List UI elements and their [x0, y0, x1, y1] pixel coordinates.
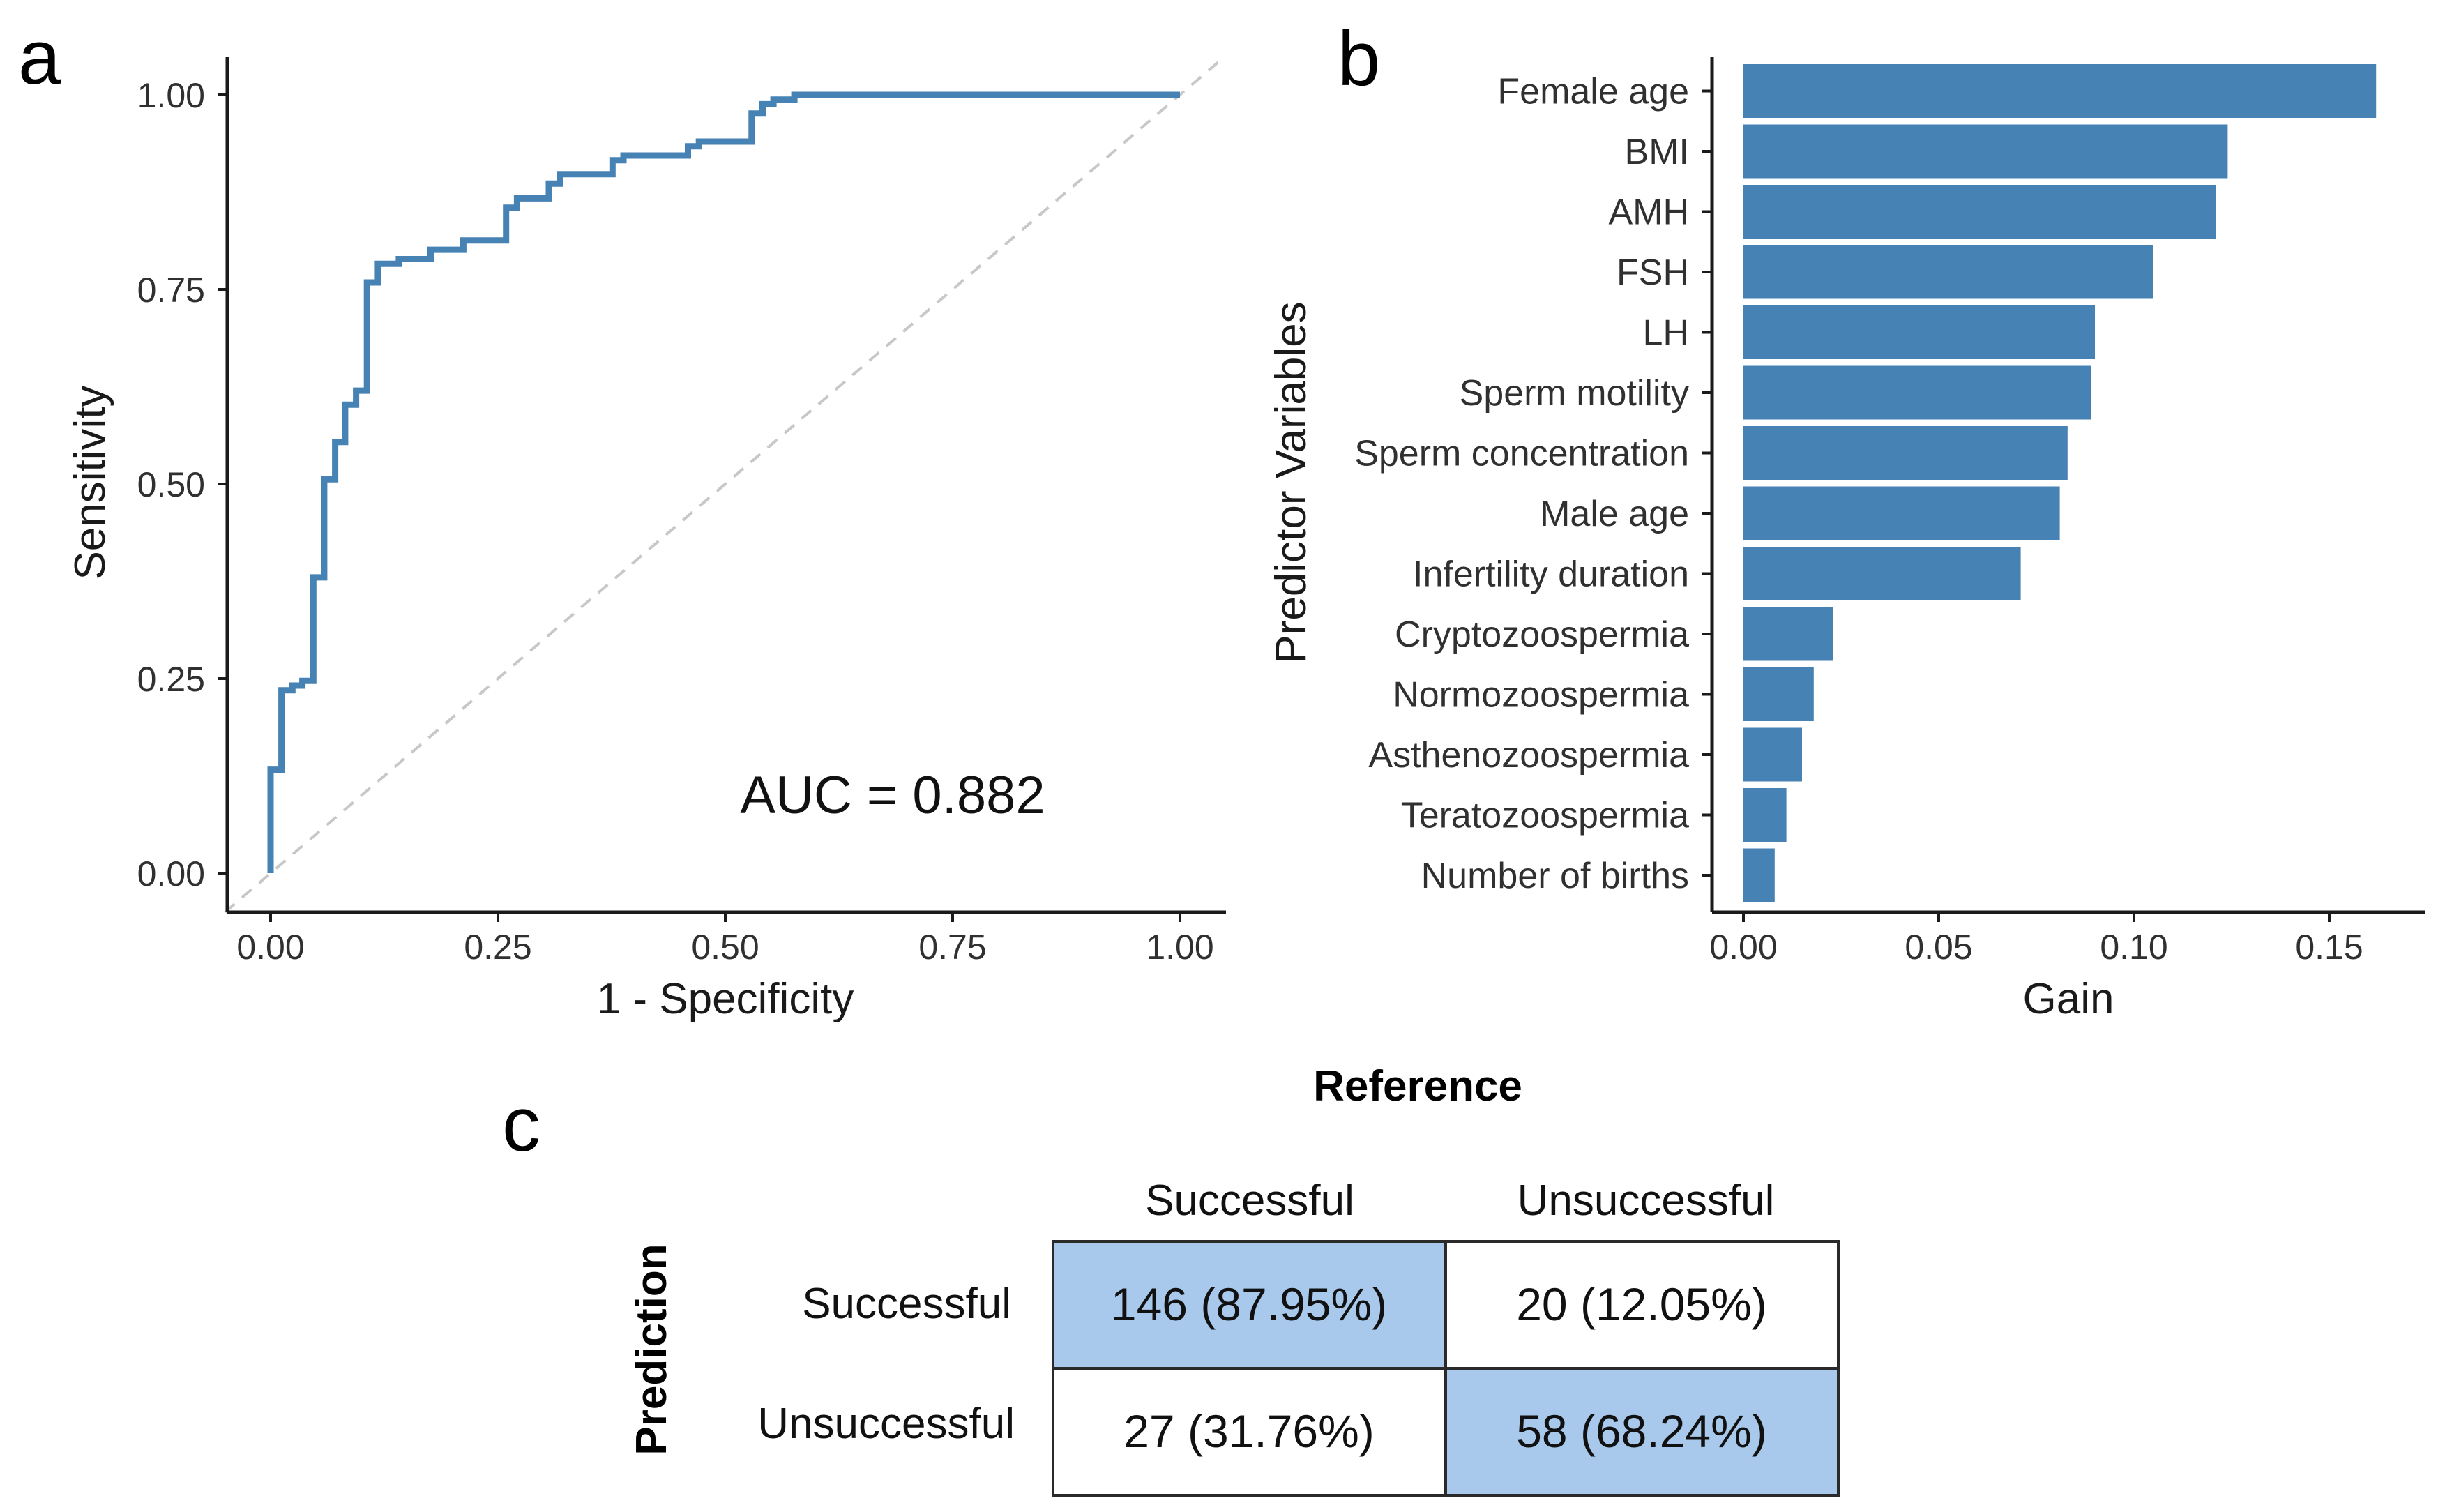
gain-x-axis-title: Gain	[2023, 975, 2114, 1023]
reference-label: Reference	[1313, 1062, 1522, 1110]
gain-bar-7	[1743, 486, 2060, 540]
gain-bar-8	[1743, 547, 2021, 600]
gain-category-label: FSH	[1617, 252, 1689, 293]
gain-bar-4	[1743, 305, 2095, 359]
gain-category-label: Sperm concentration	[1354, 434, 1689, 474]
roc-y-axis-title: Sensitivity	[66, 385, 114, 580]
gain-bar-9	[1743, 607, 1833, 661]
gain-bar-6	[1743, 426, 2068, 480]
gain-category-label: Infertility duration	[1413, 554, 1689, 595]
roc-y-tick-label: 0.25	[137, 660, 205, 699]
cell-text-true-positive: 146 (87.95%)	[1111, 1278, 1387, 1330]
cell-text-false-positive: 20 (12.05%)	[1516, 1278, 1767, 1330]
cell-text-false-negative: 27 (31.76%)	[1123, 1405, 1375, 1457]
roc-x-axis-title: 1 - Specificity	[597, 975, 854, 1023]
panel-c-confusion-matrix: c Reference Prediction Successful Unsucc…	[502, 1062, 1840, 1497]
gain-category-labels: Female age BMI AMH FSH LH Sperm motility Sperm…	[1354, 72, 1712, 896]
gain-category-label: BMI	[1625, 132, 1689, 172]
gain-bar-5	[1743, 365, 2091, 420]
roc-curve-line	[267, 91, 1180, 873]
roc-y-tick-label: 0.50	[137, 465, 205, 504]
roc-y-tick-label: 0.75	[137, 271, 205, 310]
roc-x-tick-label: 0.00	[236, 928, 304, 967]
roc-y-ticks: 0.00 0.25 0.50 0.75 1.00	[137, 76, 227, 893]
auc-annotation: AUC = 0.882	[740, 766, 1045, 825]
gain-bar-10	[1743, 667, 1814, 721]
roc-x-tick-label: 1.00	[1146, 928, 1213, 967]
panel-a-roc-chart: a 0.00 0.25 0.50 0.75 1.00 0.00 0.25 0.50 0.75 1…	[18, 15, 1227, 1023]
gain-x-tick-label: 0.05	[1905, 928, 1972, 967]
gain-category-label: Male age	[1540, 494, 1689, 534]
roc-x-ticks: 0.00 0.25 0.50 0.75 1.00	[236, 912, 1214, 967]
gain-category-label: Female age	[1497, 72, 1689, 112]
roc-reference-layer	[224, 54, 1227, 914]
gain-bar-0	[1743, 64, 2377, 118]
gain-bar-11	[1743, 727, 1802, 782]
cell-false-negative	[1052, 1367, 1447, 1497]
panel-letter-a: a	[18, 15, 61, 100]
gain-category-label: AMH	[1608, 192, 1689, 233]
gain-category-label: Cryptozoospermia	[1395, 614, 1689, 655]
gain-category-label: Sperm motility	[1460, 373, 1689, 414]
roc-y-tick-label: 0.00	[137, 854, 205, 893]
gain-category-label: Number of births	[1421, 856, 1689, 896]
gain-category-label: LH	[1643, 313, 1689, 354]
column-header-successful: Successful	[1145, 1177, 1354, 1225]
roc-line-layer	[267, 91, 1180, 873]
roc-x-tick-label: 0.25	[464, 928, 531, 967]
gain-category-label: Asthenozoospermia	[1368, 735, 1689, 776]
cell-text-true-negative: 58 (68.24%)	[1516, 1405, 1767, 1457]
roc-reference-diagonal	[224, 54, 1227, 914]
column-header-unsuccessful: Unsuccessful	[1517, 1177, 1775, 1225]
gain-bar-1	[1743, 124, 2228, 179]
cell-false-positive	[1444, 1240, 1840, 1370]
gain-x-tick-label: 0.00	[1709, 928, 1777, 967]
gain-category-label: Teratozoospermia	[1401, 796, 1689, 836]
roc-x-tick-label: 0.50	[691, 928, 759, 967]
roc-y-tick-label: 1.00	[137, 76, 205, 115]
panel-b-gain-chart: b Female age BMI AMH FSH LH Sperm motility Spe…	[1267, 16, 2425, 1023]
row-header-unsuccessful: Unsuccessful	[757, 1400, 1015, 1448]
gain-bar-13	[1743, 848, 1775, 902]
row-header-successful: Successful	[802, 1280, 1011, 1328]
cell-true-negative	[1444, 1367, 1840, 1497]
panel-letter-c: c	[502, 1082, 540, 1167]
roc-x-tick-label: 0.75	[918, 928, 986, 967]
gain-bar-3	[1743, 245, 2153, 299]
gain-bar-2	[1743, 185, 2216, 239]
prediction-label: Prediction	[628, 1243, 676, 1455]
gain-category-label: Normozoospermia	[1393, 675, 1689, 716]
gain-x-tick-label: 0.10	[2100, 928, 2167, 967]
gain-x-tick-label: 0.15	[2295, 928, 2363, 967]
panel-letter-b: b	[1338, 16, 1380, 102]
gain-bars	[1743, 64, 2377, 902]
gain-bar-12	[1743, 788, 1787, 842]
gain-x-ticks: 0.00 0.05 0.10 0.15	[1709, 912, 2363, 967]
gain-y-axis-title: Predictor Variables	[1267, 301, 1315, 663]
